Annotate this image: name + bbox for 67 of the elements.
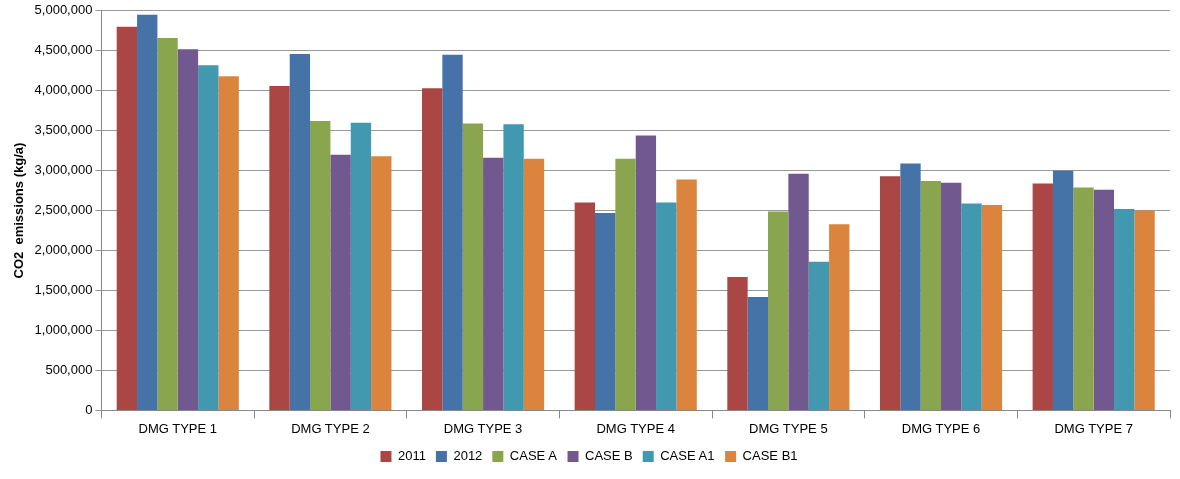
y-tick-label: 3,500,000 [34,122,93,138]
bar [727,276,748,410]
y-tick-label: 5,000,000 [34,2,93,18]
bar [788,173,809,410]
bar [116,26,138,410]
bar [177,49,199,410]
y-tick-label: 2,500,000 [34,202,93,218]
legend-label: CASE A1 [660,448,715,464]
bar [1093,189,1115,410]
bar [483,157,504,410]
bar [157,37,178,410]
bar [961,203,982,410]
y-tick-label: 0 [85,401,93,417]
bar [1073,187,1094,410]
legend-label: 2011 [397,448,426,464]
x-tick-label: DMG TYPE 7 [1054,420,1133,436]
legend-label: CASE A [509,448,558,464]
bar [1052,170,1074,410]
bar [676,179,697,410]
bar [523,158,545,410]
bar [768,211,789,410]
bar [371,156,392,410]
bar [198,65,219,410]
x-tick-label: DMG TYPE 4 [596,420,675,436]
bar [350,122,372,410]
bar [920,181,942,410]
y-tick-label: 3,000,000 [34,162,93,178]
bar [422,88,443,410]
y-tick-label: 2,000,000 [34,242,93,258]
x-tick-label: DMG TYPE 5 [749,420,828,436]
bar [747,296,769,410]
bar [900,163,921,410]
bar [462,123,484,410]
bar [503,124,524,410]
y-axis-title: CO2 emissions (kg/a) [11,142,27,279]
x-tick-label: DMG TYPE 2 [291,420,370,436]
bar [595,213,616,410]
y-tick-label: 4,500,000 [34,42,93,58]
y-tick-label: 500,000 [45,362,93,378]
bar [1032,183,1053,410]
bar [330,154,351,410]
y-tick-label: 1,000,000 [34,322,93,338]
legend-label: 2012 [453,448,483,464]
bar [615,158,636,410]
bar [289,53,311,410]
bar [1114,209,1135,410]
bar [218,76,239,410]
bar [442,54,463,410]
bar [879,176,901,410]
x-tick-label: DMG TYPE 1 [138,420,218,436]
y-tick-label: 1,500,000 [34,282,93,298]
bar [941,182,962,410]
bar [310,121,331,410]
bar [574,202,596,410]
y-tick-label: 4,000,000 [34,82,93,98]
bar [269,85,290,410]
x-tick-label: DMG TYPE 3 [443,420,523,436]
bar [981,205,1003,410]
legend-label: CASE B1 [742,448,798,464]
bar [808,261,830,410]
x-tick-label: DMG TYPE 6 [901,420,981,436]
bar [137,14,158,410]
bar [829,224,850,410]
bar [656,202,677,410]
bar [635,135,657,410]
bar [1134,210,1155,410]
legend-label: CASE B [585,448,633,464]
